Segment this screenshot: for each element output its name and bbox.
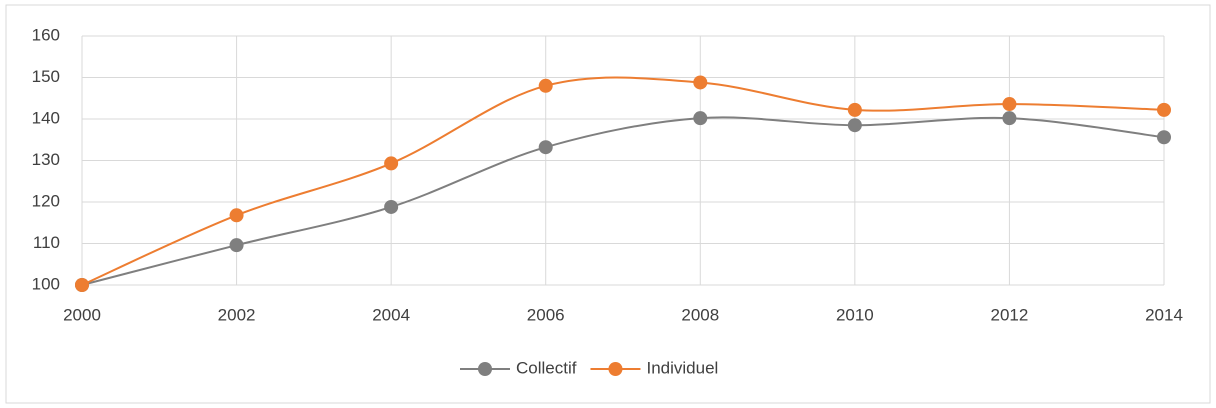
data-point	[847, 102, 862, 117]
chart-frame	[5, 4, 1211, 404]
y-tick-label: 150	[32, 67, 60, 86]
x-tick-label: 2010	[836, 305, 874, 324]
data-point	[693, 111, 708, 126]
x-tick-label: 2004	[372, 305, 410, 324]
legend-label: Individuel	[646, 358, 718, 377]
data-point	[538, 78, 553, 93]
y-tick-label: 140	[32, 108, 60, 127]
data-point	[1002, 111, 1017, 126]
x-tick-label: 2008	[681, 305, 719, 324]
y-tick-label: 110	[33, 233, 60, 252]
data-point	[1157, 130, 1171, 145]
data-point	[847, 118, 862, 133]
data-point	[1002, 97, 1017, 112]
legend-swatch-marker	[478, 362, 492, 376]
y-tick-label: 130	[32, 150, 60, 169]
data-point	[693, 75, 708, 90]
y-tick-label: 100	[32, 274, 60, 293]
data-point	[75, 278, 89, 292]
legend-swatch-marker	[608, 362, 623, 376]
x-tick-label: 2014	[1145, 305, 1183, 324]
data-point	[538, 140, 553, 155]
y-tick-label: 120	[32, 191, 60, 210]
data-point	[229, 208, 244, 223]
data-point	[384, 199, 399, 214]
y-tick-label: 160	[32, 25, 60, 44]
data-point	[384, 156, 399, 171]
legend-label: Collectif	[516, 358, 577, 377]
series-line	[81, 116, 1165, 286]
legend: Collectif Individuel	[460, 358, 718, 377]
data-point	[1157, 102, 1171, 117]
data-point	[229, 238, 244, 253]
x-tick-label: 2006	[527, 305, 565, 324]
x-tick-label: 2012	[991, 305, 1029, 324]
series-line	[81, 76, 1165, 286]
x-tick-label: 2002	[218, 305, 256, 324]
x-tick-label: 2000	[63, 305, 101, 324]
